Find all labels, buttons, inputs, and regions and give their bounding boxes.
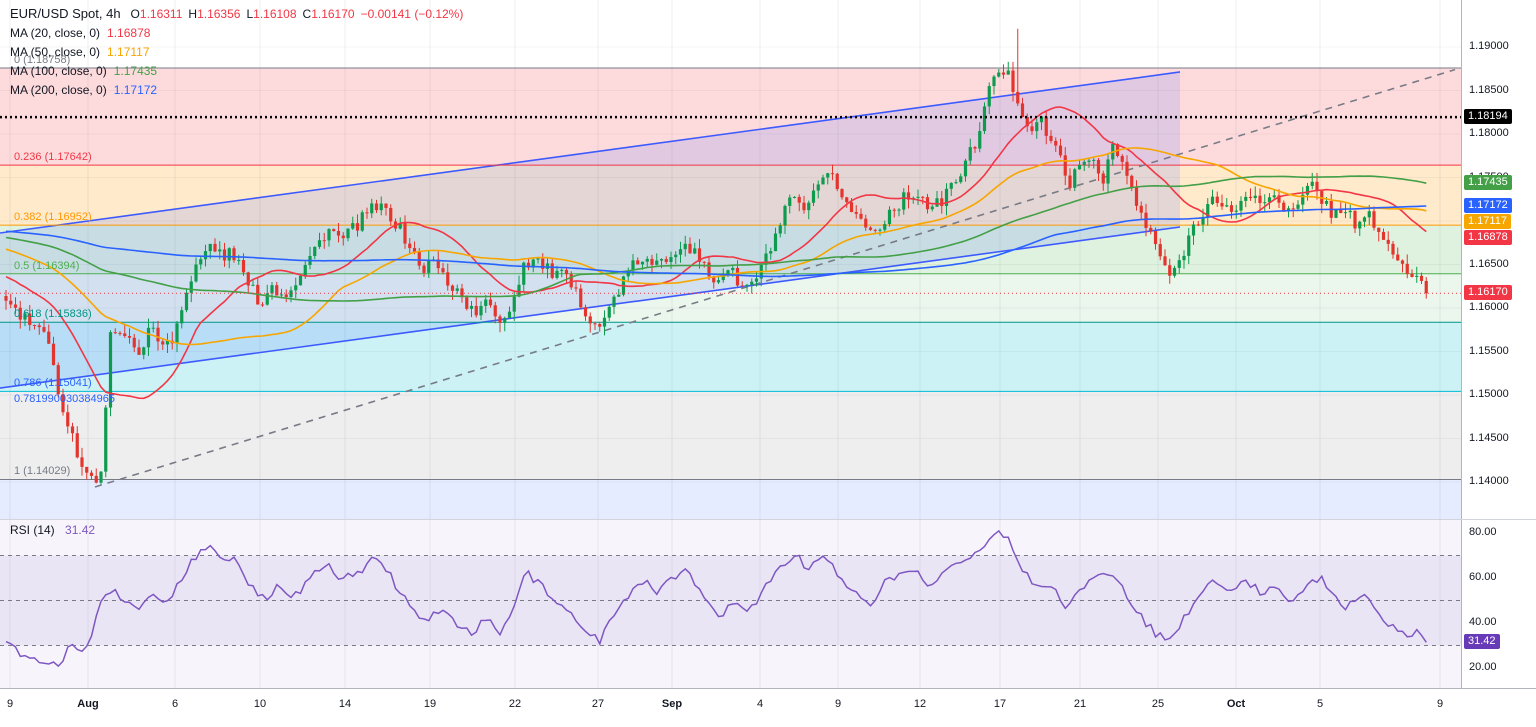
fib-label: 0.781990030384965: [14, 393, 115, 406]
price-tick: 1.16500: [1469, 257, 1509, 270]
fib-label: 0.5 (1.16394): [14, 259, 80, 272]
ma50-label: MA (50, close, 0): [10, 44, 101, 59]
symbol-legend-row[interactable]: EUR/USD Spot, 4h O1.16311 H1.16356 L1.1610…: [10, 4, 463, 23]
trendline: [94, 68, 1456, 488]
time-tick: 4: [756, 698, 764, 710]
fib-band: [0, 391, 1461, 480]
ohlc-key: O: [130, 6, 140, 21]
ma200-value: 1.17172: [113, 82, 158, 97]
fib-label: 1 (1.14029): [14, 465, 71, 478]
price-badge: 1.17172: [1464, 198, 1512, 214]
fib-label: 0.618 (1.15836): [14, 308, 92, 321]
ma100-line: [5, 175, 1427, 302]
rsi-tick: 80.00: [1469, 526, 1497, 538]
ma20-line: [5, 106, 1427, 400]
fib-band: [0, 273, 1461, 323]
price-tick: 1.16000: [1469, 301, 1509, 313]
ma200-legend-row[interactable]: MA (200, close, 0) 1.17172: [10, 80, 463, 99]
time-tick: 27: [591, 698, 605, 710]
ma200-label: MA (200, close, 0): [10, 82, 107, 97]
time-tick: 14: [338, 698, 352, 710]
fib-label: 0.382 (1.16952): [14, 211, 92, 224]
ma200-line: [5, 205, 1427, 278]
price-pane[interactable]: EUR/USD Spot, 4h O1.16311 H1.16356 L1.1610…: [0, 0, 1461, 519]
ma20-value: 1.16878: [107, 25, 151, 40]
time-tick: Oct: [1226, 698, 1246, 710]
time-tick: 9: [1436, 698, 1444, 710]
price-axis[interactable]: 1.190001.185001.180001.175001.170001.165…: [1461, 0, 1536, 519]
rsi-chart-canvas[interactable]: [0, 520, 1461, 688]
price-tick: 1.18000: [1469, 127, 1509, 139]
ma20-legend-row[interactable]: MA (20, close, 0) 1.16878: [10, 23, 463, 42]
price-badge: 1.16878: [1464, 230, 1512, 246]
fib-label: 0.236 (1.17642): [14, 151, 92, 164]
ohlc-value: 1.16170: [311, 6, 355, 21]
rsi-tick: 20.00: [1469, 661, 1497, 673]
price-badge: 1.16170: [1464, 285, 1512, 301]
time-tick: 9: [6, 698, 14, 710]
time-tick: 12: [913, 698, 927, 710]
chart-legend: EUR/USD Spot, 4h O1.16311 H1.16356 L1.1610…: [10, 4, 463, 99]
rsi-pane[interactable]: RSI (14) 31.42: [0, 520, 1461, 688]
time-tick: 19: [423, 698, 437, 710]
price-badge: 1.18194: [1464, 109, 1512, 125]
ohlc-key: C: [302, 6, 312, 21]
time-tick: 21: [1073, 698, 1087, 710]
ohlc-value: 1.16108: [253, 6, 297, 21]
price-tick: 1.14000: [1469, 475, 1509, 487]
time-tick: 9: [834, 698, 842, 710]
rsi-value: 31.42: [65, 523, 96, 537]
price-tick: 1.19000: [1469, 40, 1509, 52]
time-tick: 6: [171, 698, 179, 710]
ohlc-value: 1.16356: [197, 6, 241, 21]
time-tick: Aug: [77, 698, 99, 710]
time-axis[interactable]: 9 Aug 6 10 14 19 22 27 Sep 4 9 12 17 21 25 Oct 5 9: [0, 688, 1536, 727]
time-tick: 25: [1151, 698, 1165, 710]
ohlc-value: 1.16311: [139, 6, 183, 21]
rsi-label: RSI (14): [10, 523, 55, 537]
pane-separator[interactable]: [0, 519, 1536, 520]
rsi-tick: 40.00: [1469, 616, 1497, 628]
price-tick: 1.15000: [1469, 388, 1509, 400]
rsi-badge: 31.42: [1464, 634, 1500, 650]
fib-band: [0, 322, 1461, 392]
fib-band: [0, 479, 1461, 519]
ohlc-key: H: [188, 6, 198, 21]
fib-label: 0 (1.18758): [14, 54, 71, 67]
time-tick: 17: [993, 698, 1007, 710]
time-tick: 10: [253, 698, 267, 710]
ohlc-key: L: [246, 6, 254, 21]
price-badge: 1.17117: [1464, 214, 1511, 230]
ma100-legend-row[interactable]: MA (100, close, 0) 1.17435: [10, 61, 463, 80]
change-value: −0.00141 (−0.12%): [360, 6, 464, 21]
price-chart-canvas[interactable]: [0, 0, 1461, 519]
ma100-label: MA (100, close, 0): [10, 63, 107, 78]
ma100-value: 1.17435: [113, 63, 158, 78]
ma50-legend-row[interactable]: MA (50, close, 0) 1.17117: [10, 42, 463, 61]
price-tick: 1.18500: [1469, 83, 1509, 96]
time-tick: Sep: [661, 698, 683, 710]
ma50-value: 1.17117: [107, 44, 150, 59]
ohlc-values: O1.16311 H1.16356 L1.16108 C1.16170 −0.00141…: [125, 5, 464, 23]
ascending-channel: [0, 71, 1180, 389]
rsi-value-axis[interactable]: 80.00 60.00 40.00 20.00 31.42: [1461, 520, 1536, 688]
ma50-line: [5, 147, 1427, 346]
ma20-label: MA (20, close, 0): [10, 25, 101, 40]
rsi-tick: 60.00: [1469, 571, 1497, 583]
price-tick: 1.14500: [1469, 431, 1509, 444]
time-tick: 5: [1316, 698, 1324, 710]
price-tick: 1.15500: [1469, 344, 1509, 357]
fib-label: 0.786 (1.15041): [14, 377, 92, 390]
candlestick-series: [4, 28, 1428, 485]
rsi-legend[interactable]: RSI (14) 31.42: [10, 523, 95, 537]
rsi-line: [5, 529, 1427, 668]
symbol-title: EUR/USD Spot, 4h: [10, 6, 121, 21]
time-tick: 22: [508, 698, 522, 710]
price-badge: 1.17435: [1464, 175, 1512, 191]
